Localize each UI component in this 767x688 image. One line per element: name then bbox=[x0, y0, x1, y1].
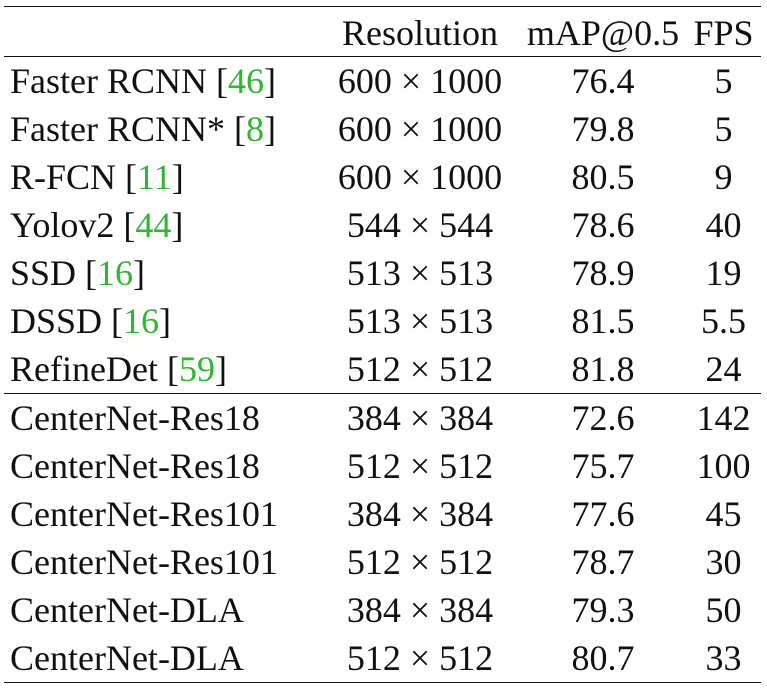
method-name: Faster RCNN* bbox=[10, 109, 225, 149]
table-row: CenterNet-Res18 384 × 384 72.6 142 bbox=[4, 393, 761, 442]
method-name: CenterNet-Res18 bbox=[10, 446, 260, 486]
fps-cell: 100 bbox=[696, 446, 751, 486]
fps-cell: 40 bbox=[705, 205, 742, 245]
table-row: DSSD [16] 513 × 513 81.5 5.5 bbox=[4, 297, 761, 345]
fps-cell: 45 bbox=[705, 494, 742, 534]
method-name: DSSD bbox=[10, 301, 103, 341]
table-row: Faster RCNN* [8] 600 × 1000 79.8 5 bbox=[4, 105, 761, 153]
method-name: CenterNet-Res101 bbox=[10, 542, 278, 582]
method-name: CenterNet-DLA bbox=[10, 638, 244, 678]
results-table: Resolution mAP@0.5 FPS Faster RCNN [46] 6… bbox=[4, 6, 761, 683]
map-cell: 78.7 bbox=[571, 542, 635, 582]
fps-cell: 5 bbox=[714, 109, 733, 149]
fps-cell: 30 bbox=[705, 542, 742, 582]
citation-link[interactable]: 16 bbox=[123, 301, 160, 341]
resolution-cell: 513 × 513 bbox=[346, 301, 494, 341]
map-cell: 81.8 bbox=[571, 349, 635, 389]
table-body: Faster RCNN [46] 600 × 1000 76.4 5 Faster RC… bbox=[4, 56, 761, 683]
resolution-cell: 512 × 512 bbox=[320, 634, 520, 683]
citation-link[interactable]: 11 bbox=[137, 157, 172, 197]
fps-cell: 5.5 bbox=[701, 301, 746, 341]
method-name: CenterNet-Res101 bbox=[10, 494, 278, 534]
method-cell: CenterNet-Res18 bbox=[4, 442, 320, 490]
resolution-cell: 512 × 512 bbox=[346, 349, 494, 389]
citation-link[interactable]: 16 bbox=[97, 253, 134, 293]
fps-cell: 50 bbox=[705, 590, 742, 630]
map-cell: 80.7 bbox=[520, 634, 686, 683]
method-name: CenterNet-Res18 bbox=[10, 398, 260, 438]
method-name: Faster RCNN bbox=[10, 61, 207, 101]
table-row: CenterNet-DLA 512 × 512 80.7 33 bbox=[4, 634, 761, 683]
map-cell: 75.7 bbox=[571, 446, 635, 486]
resolution-cell: 384 × 384 bbox=[346, 494, 494, 534]
fps-cell: 9 bbox=[714, 157, 733, 197]
method-cell: SSD [16] bbox=[10, 253, 146, 293]
resolution-cell: 600 × 1000 bbox=[337, 109, 503, 149]
citation-link[interactable]: 44 bbox=[135, 205, 172, 245]
resolution-cell: 600 × 1000 bbox=[320, 56, 520, 105]
resolution-cell: 384 × 384 bbox=[320, 393, 520, 442]
fps-cell: 19 bbox=[705, 253, 742, 293]
method-cell: CenterNet-Res18 bbox=[4, 393, 320, 442]
map-cell: 79.8 bbox=[571, 109, 635, 149]
method-cell: Yolov2 [44] bbox=[10, 205, 184, 245]
map-cell: 79.3 bbox=[571, 590, 635, 630]
method-cell: CenterNet-DLA bbox=[4, 586, 320, 634]
table-row: CenterNet-DLA 384 × 384 79.3 50 bbox=[4, 586, 761, 634]
header-resolution: Resolution bbox=[320, 6, 520, 57]
header-fps: FPS bbox=[686, 6, 761, 57]
header-row: Resolution mAP@0.5 FPS bbox=[4, 6, 761, 57]
method-cell: CenterNet-Res101 bbox=[4, 538, 320, 586]
resolution-cell: 513 × 513 bbox=[346, 253, 494, 293]
fps-cell: 24 bbox=[705, 349, 742, 389]
method-name: R-FCN bbox=[10, 157, 117, 197]
fps-cell: 142 bbox=[686, 393, 761, 442]
table-row: Faster RCNN [46] 600 × 1000 76.4 5 bbox=[4, 56, 761, 105]
method-cell: CenterNet-Res101 bbox=[4, 490, 320, 538]
resolution-cell: 512 × 512 bbox=[346, 446, 494, 486]
citation-link[interactable]: 8 bbox=[246, 109, 264, 149]
table-row: Yolov2 [44] 544 × 544 78.6 40 bbox=[4, 201, 761, 249]
method-name: Yolov2 bbox=[10, 205, 115, 245]
method-name: RefineDet bbox=[10, 349, 158, 389]
map-cell: 77.6 bbox=[571, 494, 635, 534]
citation-link[interactable]: 59 bbox=[178, 349, 215, 389]
method-cell: Faster RCNN [46] bbox=[4, 56, 320, 105]
method-cell: R-FCN [11] bbox=[10, 157, 184, 197]
method-cell: CenterNet-DLA bbox=[4, 634, 320, 683]
map-cell: 78.6 bbox=[571, 205, 635, 245]
table-row: CenterNet-Res101 512 × 512 78.7 30 bbox=[4, 538, 761, 586]
map-cell: 81.5 bbox=[571, 301, 635, 341]
table-row: CenterNet-Res101 384 × 384 77.6 45 bbox=[4, 490, 761, 538]
map-cell: 78.9 bbox=[571, 253, 635, 293]
map-cell: 76.4 bbox=[520, 56, 686, 105]
method-name: SSD bbox=[10, 253, 77, 293]
table-row: RefineDet [59] 512 × 512 81.8 24 bbox=[4, 345, 761, 394]
resolution-cell: 384 × 384 bbox=[346, 590, 494, 630]
citation-link[interactable]: 46 bbox=[228, 61, 264, 101]
fps-cell: 5 bbox=[686, 56, 761, 105]
resolution-cell: 544 × 544 bbox=[346, 205, 494, 245]
table-row: CenterNet-Res18 512 × 512 75.7 100 bbox=[4, 442, 761, 490]
method-cell: RefineDet [59] bbox=[10, 349, 227, 389]
resolution-cell: 600 × 1000 bbox=[337, 157, 503, 197]
map-cell: 80.5 bbox=[571, 157, 635, 197]
header-map: mAP@0.5 bbox=[520, 6, 686, 57]
method-cell: Faster RCNN* [8] bbox=[10, 109, 276, 149]
fps-cell: 33 bbox=[686, 634, 761, 683]
table-row: R-FCN [11] 600 × 1000 80.5 9 bbox=[4, 153, 761, 201]
method-name: CenterNet-DLA bbox=[10, 590, 244, 630]
table-row: SSD [16] 513 × 513 78.9 19 bbox=[4, 249, 761, 297]
resolution-cell: 512 × 512 bbox=[346, 542, 494, 582]
header-method bbox=[4, 6, 320, 57]
method-cell: DSSD [16] bbox=[10, 301, 172, 341]
map-cell: 72.6 bbox=[520, 393, 686, 442]
